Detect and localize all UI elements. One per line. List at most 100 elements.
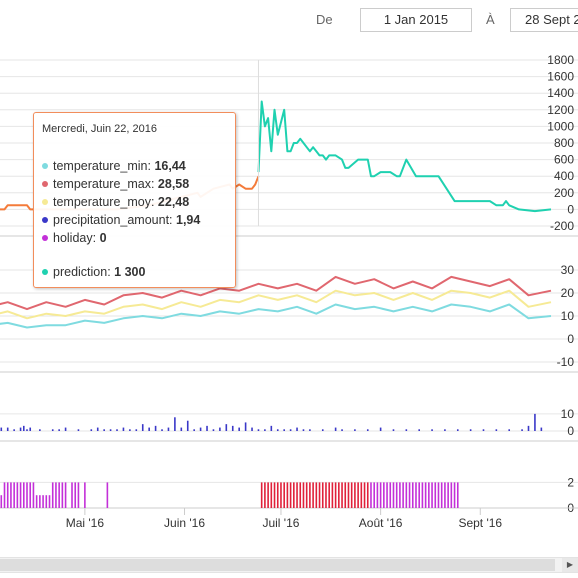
precipitation_amount-bar — [405, 429, 408, 431]
range-from-input[interactable]: 1 Jan 2015 — [360, 8, 472, 32]
holiday-bar — [376, 482, 379, 508]
y-tick-label: 10 — [561, 407, 575, 421]
precipitation_amount-bar — [231, 425, 234, 431]
holiday-bar — [431, 482, 433, 508]
precipitation_amount-bar — [212, 429, 215, 431]
y-tick-label: 0 — [567, 424, 574, 438]
precipitation_amount-bar — [257, 429, 260, 431]
range-from-label: De — [316, 12, 333, 27]
tooltip-series-value: 1,94 — [176, 213, 201, 227]
holiday-bar — [58, 482, 60, 508]
holiday-bar — [450, 482, 453, 508]
precipitation_amount-bar — [341, 429, 343, 431]
precipitation_amount-bar — [96, 427, 99, 431]
precipitation_amount-bar — [39, 429, 41, 431]
holiday-bar — [13, 482, 15, 508]
holiday-bar — [325, 482, 327, 508]
precipitation_amount-bar — [540, 427, 543, 431]
holiday-bar — [302, 482, 305, 508]
holiday-bar — [35, 495, 38, 508]
holiday-bar — [386, 482, 388, 508]
tooltip-series-value: 16,44 — [154, 159, 186, 173]
holiday-bar — [379, 482, 382, 508]
prediction-line — [257, 100, 552, 213]
holiday-bar — [453, 482, 456, 508]
holiday-bar — [74, 482, 77, 508]
holiday-bar — [77, 482, 80, 508]
precipitation_amount-bar — [77, 429, 80, 431]
holiday-bar — [440, 482, 443, 508]
holiday-bar — [39, 495, 41, 508]
holiday-bar — [312, 482, 314, 508]
x-tick-label: Août '16 — [359, 516, 403, 530]
precipitation_amount-bar — [354, 429, 356, 431]
y-tick-label: -200 — [550, 219, 574, 233]
holiday-bar — [283, 482, 285, 508]
y-tick-label: 800 — [554, 136, 574, 150]
holiday-bar — [61, 482, 64, 508]
series-dot-icon — [42, 198, 48, 205]
holiday-bar — [84, 482, 86, 508]
precipitation_amount-bar — [193, 429, 195, 431]
holiday-bar — [309, 482, 311, 508]
navigator-scrollbar[interactable]: ▶ — [0, 557, 578, 573]
holiday-bar — [338, 482, 340, 508]
holiday-bar — [289, 482, 292, 508]
precipitation_amount-bar — [251, 427, 253, 431]
series-dot-icon — [42, 234, 48, 241]
holiday-bar — [32, 482, 35, 508]
holiday-bar — [357, 482, 359, 508]
precipitation_amount-bar — [289, 429, 292, 431]
holiday-bar — [344, 482, 347, 508]
precipitation_amount-bar — [58, 429, 60, 431]
holiday-bar — [6, 482, 9, 508]
y-tick-label: 1800 — [547, 53, 574, 67]
holiday-bar — [106, 482, 109, 508]
y-tick-label: 1000 — [547, 119, 574, 133]
holiday-bar — [64, 482, 67, 508]
holiday-bar — [421, 482, 424, 508]
y-tick-label: 600 — [554, 153, 574, 167]
precipitation_amount-bar — [225, 424, 228, 431]
x-tick-label: Juil '16 — [262, 516, 299, 530]
tooltip-row: temperature_max: 28,58 — [42, 177, 189, 191]
precipitation_amount-bar — [19, 427, 22, 431]
precipitation_amount-bar — [521, 429, 523, 431]
y-tick-label: 20 — [561, 286, 575, 300]
precipitation_amount-bar — [13, 429, 15, 431]
holiday-bar — [408, 482, 411, 508]
precipitation_amount-bar — [296, 427, 298, 431]
holiday-bar — [399, 482, 401, 508]
range-to-label: À — [486, 12, 495, 27]
y-tick-label: 30 — [561, 263, 575, 277]
holiday-bar — [270, 482, 273, 508]
tooltip-series-value: 28,58 — [157, 177, 190, 191]
scroll-right-icon[interactable]: ▶ — [562, 558, 578, 572]
range-to-input[interactable]: 28 Sept 2016 — [510, 8, 578, 32]
scrollbar-thumb[interactable] — [0, 559, 555, 571]
precipitation_amount-bar — [167, 427, 170, 431]
holiday-bar — [19, 482, 22, 508]
x-tick-label: Juin '16 — [164, 516, 205, 530]
tooltip-row: holiday: 0 — [42, 231, 107, 245]
holiday-bar — [22, 482, 25, 508]
holiday-bar — [415, 482, 417, 508]
precipitation_amount-bar — [109, 429, 112, 431]
holiday-bar — [444, 482, 446, 508]
precipitation_amount-bar — [309, 429, 311, 431]
precipitation_amount-bar — [199, 427, 202, 431]
holiday-bar — [418, 482, 420, 508]
precipitation_amount-bar — [456, 429, 459, 431]
precipitation_amount-bar — [22, 425, 25, 431]
holiday-bar — [276, 482, 279, 508]
holiday-bar — [55, 482, 57, 508]
precipitation_amount-bar — [186, 420, 189, 431]
precipitation_amount-bar — [482, 429, 485, 431]
precipitation_amount-bar — [29, 427, 32, 431]
y-tick-label: 0 — [567, 202, 574, 216]
tooltip-series-value: 0 — [99, 231, 107, 245]
precipitation_amount-bar — [0, 427, 3, 431]
precipitation_amount-bar — [418, 429, 420, 431]
holiday-bar — [411, 482, 414, 508]
precipitation_amount-bar — [174, 417, 176, 431]
